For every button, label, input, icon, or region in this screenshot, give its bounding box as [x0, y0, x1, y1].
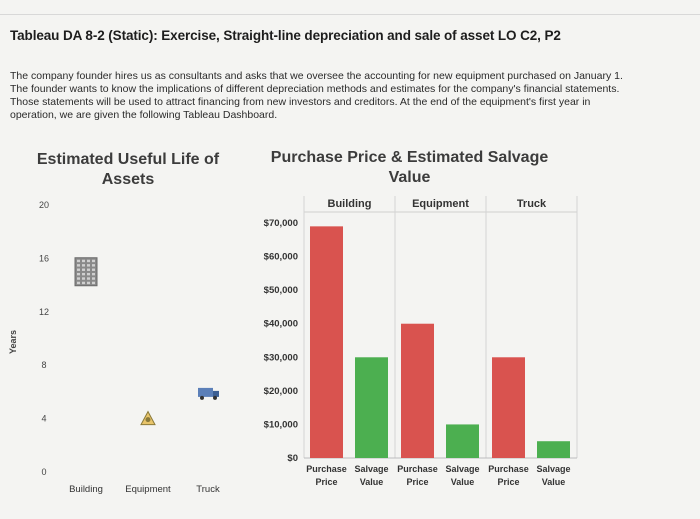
building-window [82, 272, 85, 276]
y-tick-label: $50,000 [264, 285, 298, 296]
equipment-icon-gear [145, 417, 151, 423]
y-tick-label: 16 [39, 253, 49, 263]
building-window [92, 272, 95, 276]
y-tick-label: $10,000 [264, 419, 298, 430]
building-window [82, 264, 85, 267]
salvage-value-bar [446, 424, 479, 458]
y-tick-label: 12 [39, 307, 49, 317]
building-window [77, 277, 80, 280]
truck-wheel [200, 395, 204, 400]
building-icon [74, 257, 98, 287]
building-window [92, 281, 95, 285]
purchase-salvage-chart-title: Purchase Price & Estimated Salvage Value [270, 149, 549, 186]
building-window [77, 268, 80, 271]
y-tick-label: $20,000 [264, 386, 298, 397]
useful-life-chart-title: Estimated Useful Life of Assets [36, 151, 220, 188]
y-axis-label: Years [8, 330, 18, 354]
x-category-label: Price [406, 477, 428, 487]
salvage-value-bar [355, 357, 388, 458]
building-window [87, 264, 90, 267]
panel-header: Truck [517, 198, 547, 210]
building-window [82, 259, 85, 263]
building-window [87, 259, 90, 263]
building-window [87, 277, 90, 280]
y-tick-label: $60,000 [264, 252, 298, 263]
building-window [77, 272, 80, 276]
x-category-label: Value [360, 477, 384, 487]
y-tick-label: $0 [287, 453, 298, 464]
building-window [92, 259, 95, 263]
panel-header: Building [328, 198, 372, 210]
page-title: Tableau DA 8-2 (Static): Exercise, Strai… [10, 28, 561, 43]
y-tick-label: $30,000 [264, 352, 298, 363]
y-tick-label: 8 [41, 360, 46, 370]
intro-paragraph: The company founder hires us as consulta… [10, 70, 700, 122]
building-window [92, 268, 95, 271]
building-window [82, 281, 85, 285]
intro-line: The founder wants to know the implicatio… [10, 83, 620, 95]
building-window [82, 277, 85, 280]
y-tick-label: $70,000 [264, 218, 298, 229]
purchase-price-bar [492, 357, 525, 458]
building-window [82, 268, 85, 271]
building-window [77, 264, 80, 267]
x-category-label: Price [315, 477, 337, 487]
x-category-label: Value [542, 477, 566, 487]
y-tick-label: 4 [41, 414, 46, 424]
x-category-label: Equipment [125, 484, 171, 495]
x-category-label: Salvage [445, 464, 479, 474]
purchase-price-bar [401, 323, 434, 458]
panel-header: Equipment [412, 198, 469, 210]
truck-wheel [213, 395, 217, 400]
y-tick-label: 20 [39, 200, 49, 210]
top-divider [0, 14, 700, 15]
building-window [87, 272, 90, 276]
x-category-label: Value [451, 477, 475, 487]
x-category-label: Salvage [536, 464, 570, 474]
y-tick-label: $40,000 [264, 319, 298, 330]
x-category-label: Purchase [397, 464, 438, 474]
purchase-price-bar [310, 226, 343, 458]
building-window [77, 281, 80, 285]
building-window [92, 277, 95, 280]
x-category-label: Salvage [354, 464, 388, 474]
building-window [87, 268, 90, 271]
intro-line: Those statements will be used to attract… [10, 96, 591, 108]
truck-icon [198, 387, 213, 397]
truck-cab [213, 390, 219, 397]
intro-line: operation, we are given the following Ta… [10, 109, 278, 121]
salvage-value-bar [537, 441, 570, 458]
building-window [92, 264, 95, 267]
x-category-label: Purchase [488, 464, 529, 474]
y-tick-label: 0 [41, 467, 46, 477]
building-window [77, 259, 80, 263]
x-category-label: Building [69, 484, 103, 495]
building-window [87, 281, 90, 285]
intro-line: The company founder hires us as consulta… [10, 70, 623, 82]
x-category-label: Purchase [306, 464, 347, 474]
x-category-label: Truck [196, 484, 220, 495]
x-category-label: Price [497, 477, 519, 487]
